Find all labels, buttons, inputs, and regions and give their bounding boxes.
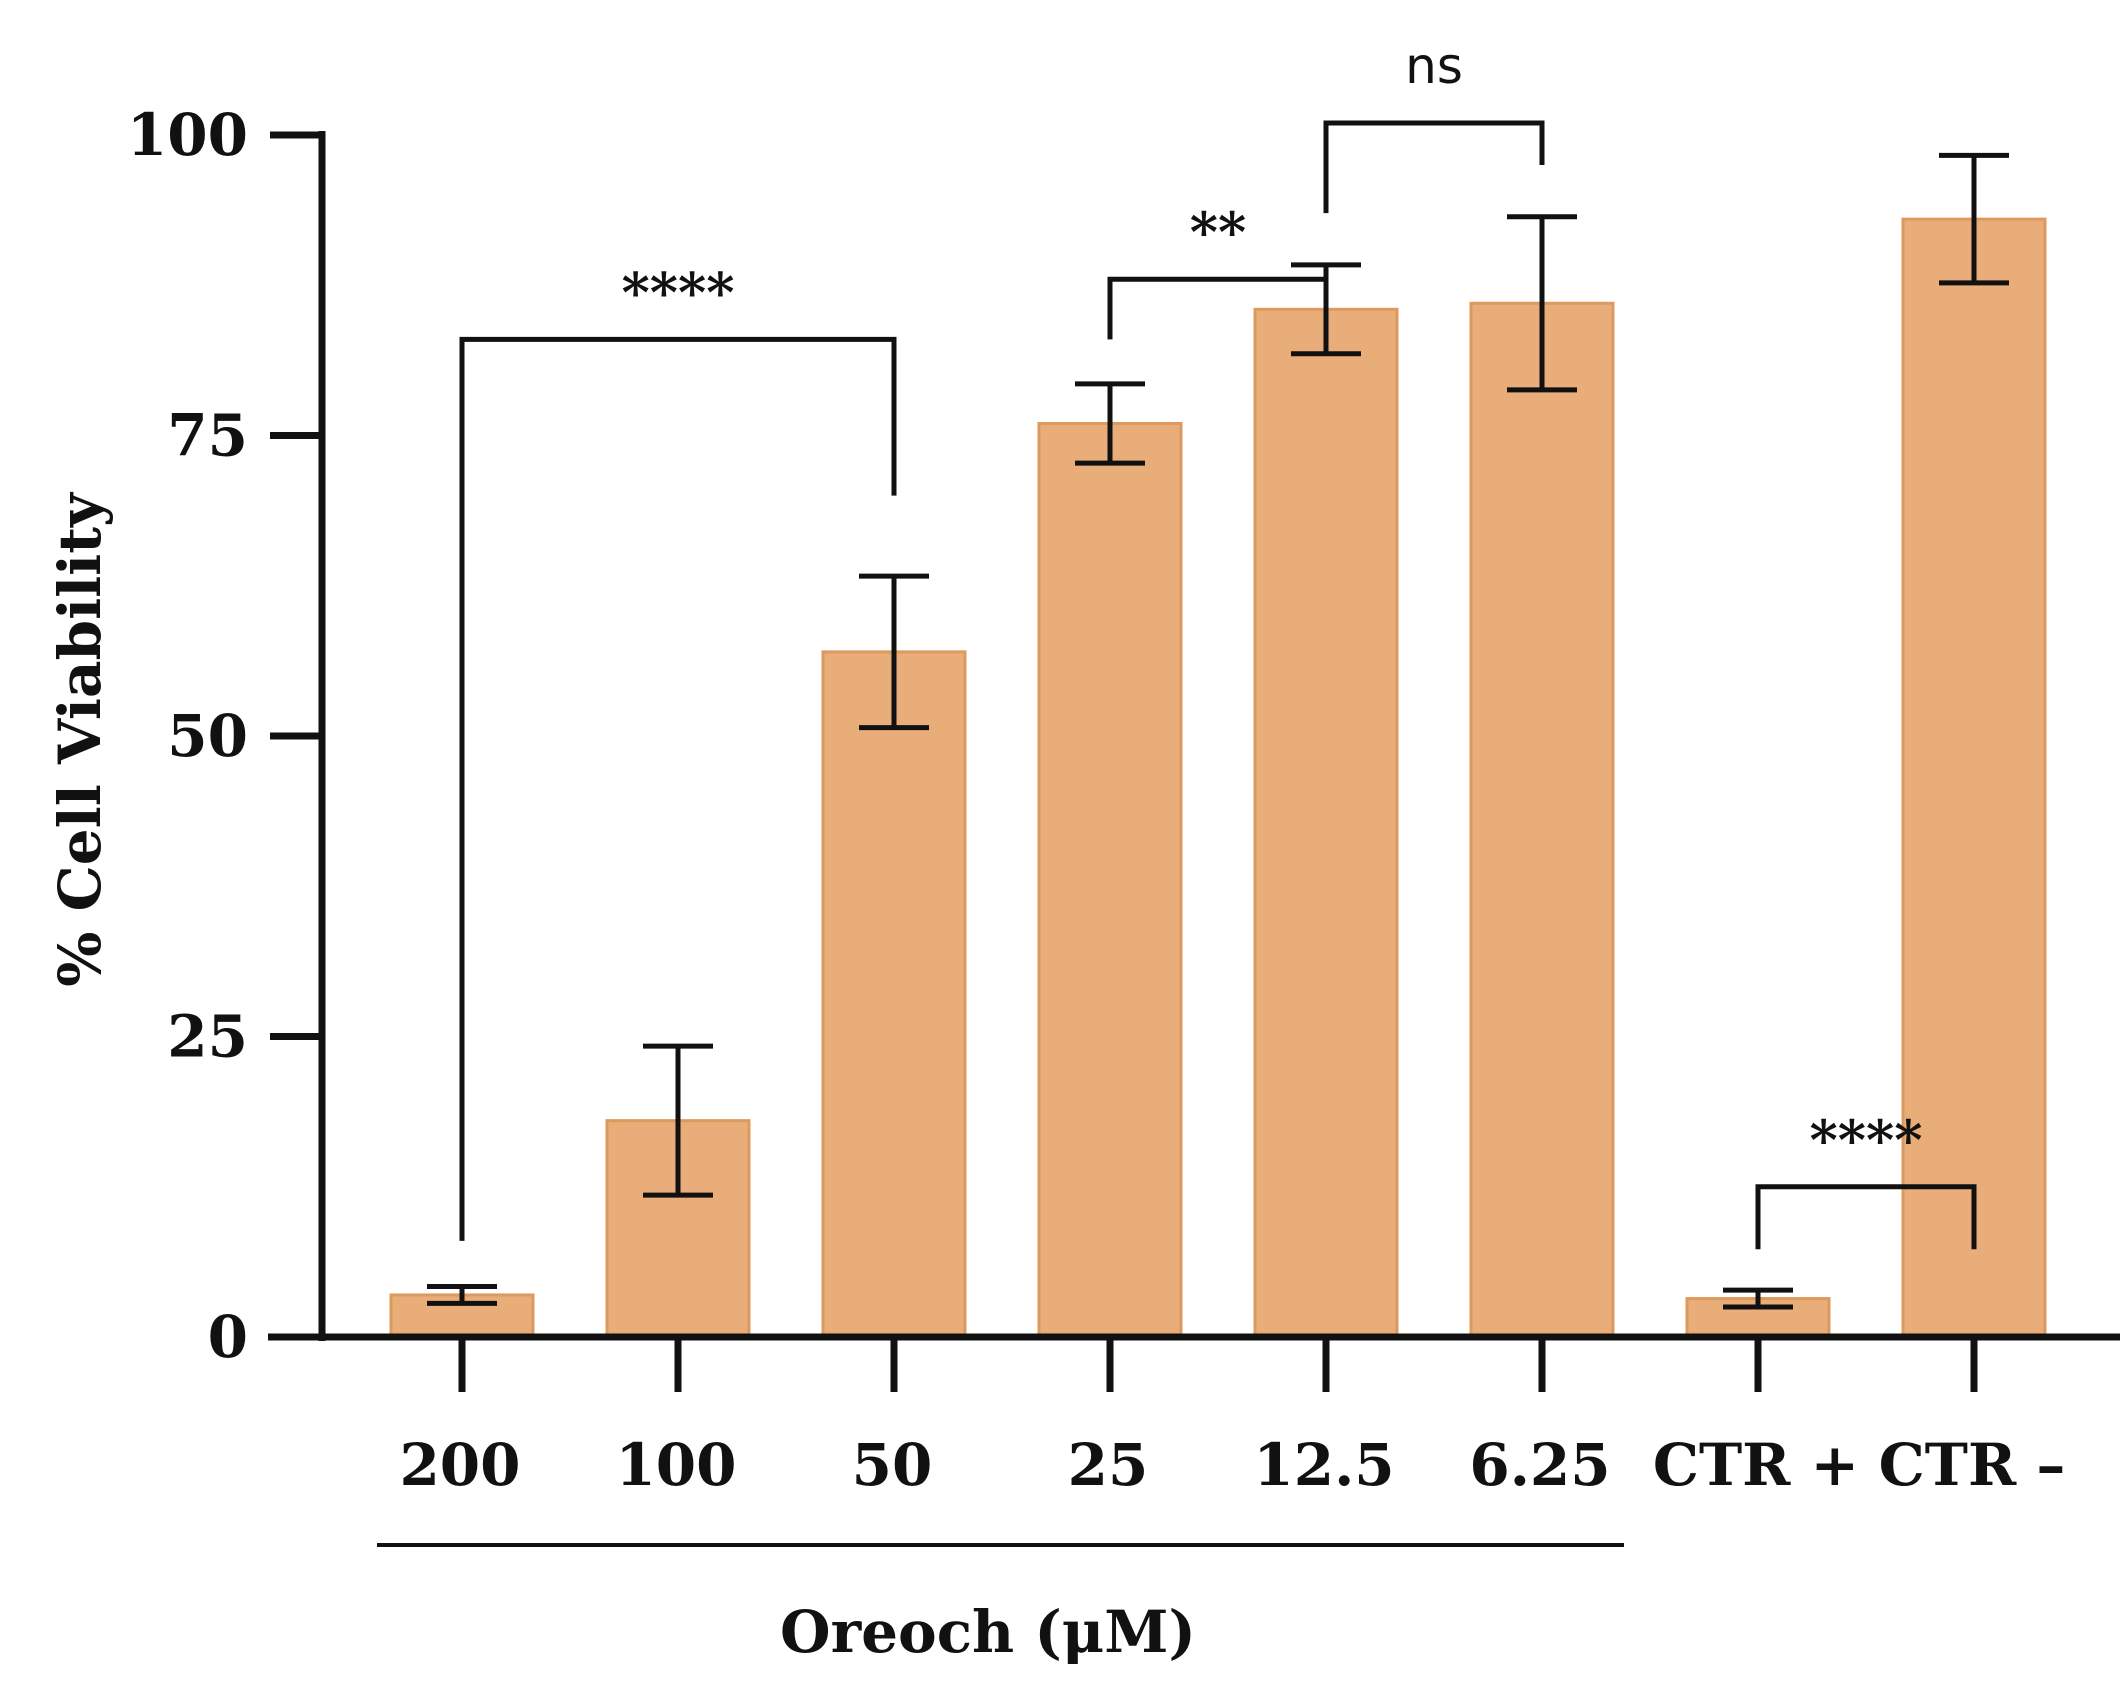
error-bars-group: [427, 152, 2009, 1310]
x-tick-label-1: 100: [615, 1431, 736, 1499]
x-axis-label: Oreoch (μM): [780, 1598, 1196, 1666]
x-tick-label-2: 50: [852, 1431, 933, 1499]
axes-group: 0 25 50 75 100 200 100 50 25 12.5 6.25 CTR + CTR –: [127, 101, 2120, 1547]
x-tick-label-6: CTR +: [1653, 1431, 1859, 1499]
x-tick-label-3: 25: [1068, 1431, 1149, 1499]
x-tick-label-4: 12.5: [1253, 1431, 1394, 1499]
significance-bracket-0: [459, 336, 897, 1241]
y-tick-label-4: 100: [127, 101, 248, 169]
significance-label-3: ****: [1810, 1108, 1923, 1172]
y-tick-label-2: 50: [167, 702, 248, 770]
y-tick-label-0: 0: [208, 1303, 248, 1371]
significance-label-1: **: [1190, 200, 1246, 264]
x-tick-label-5: 6.25: [1469, 1431, 1610, 1499]
bar-3: [1037, 421, 1183, 1339]
bars-group: [389, 217, 2047, 1339]
significance-label-2: ns: [1405, 37, 1463, 95]
significance-label-0: ****: [622, 260, 735, 324]
x-tick-label-0: 200: [399, 1431, 520, 1499]
significance-bracket-2: [1323, 120, 1545, 214]
significance-group: ******ns****: [459, 37, 1977, 1250]
bar-2: [821, 650, 967, 1339]
significance-bracket-1: [1107, 276, 1329, 340]
y-tick-label-3: 75: [167, 402, 248, 470]
bar-5: [1469, 301, 1615, 1339]
significance-bracket-3: [1755, 1184, 1977, 1250]
x-tick-label-7: CTR –: [1879, 1431, 2066, 1499]
bar-7: [1901, 217, 2047, 1339]
y-axis-label: % Cell Viability: [46, 491, 114, 987]
y-tick-label-1: 25: [167, 1003, 248, 1071]
bar-4: [1253, 307, 1399, 1339]
